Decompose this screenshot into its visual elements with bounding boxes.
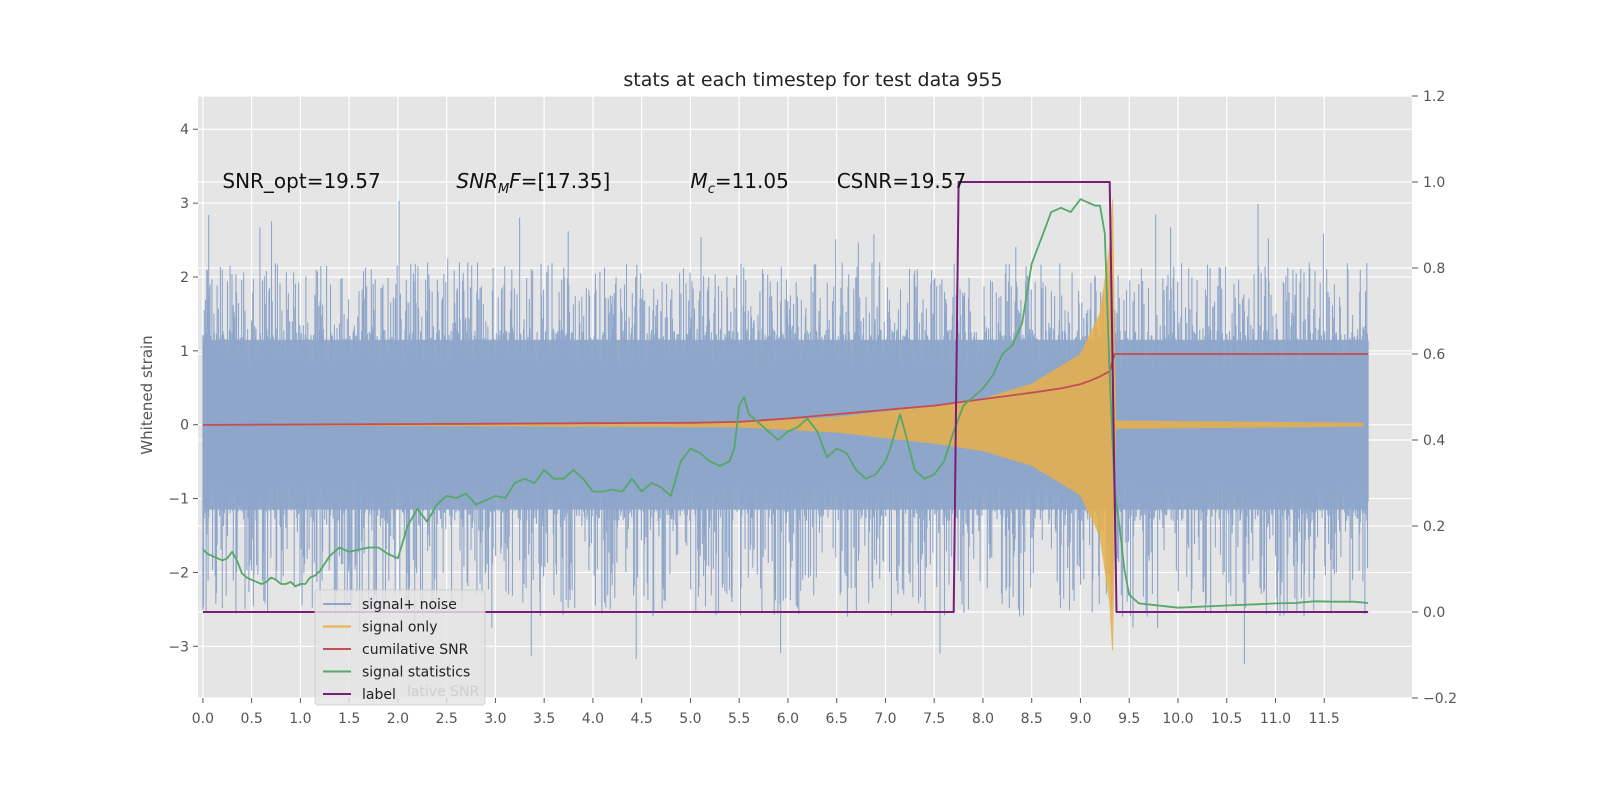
x-tick-label: 4.0 (582, 711, 604, 727)
x-tick-label: 9.5 (1118, 711, 1140, 727)
chart-title: stats at each timestep for test data 955 (623, 69, 1002, 91)
y2-tick-label: 0.6 (1423, 347, 1445, 363)
y-tick-label: 0 (180, 418, 189, 434)
x-tick-label: 9.0 (1069, 711, 1091, 727)
x-tick-label: 11.5 (1309, 711, 1340, 727)
y2-tick-label: 1.2 (1423, 89, 1445, 105)
x-tick-label: 8.0 (972, 711, 994, 727)
y-axis-label: Whitened strain (138, 335, 156, 454)
y-tick-label: 1 (180, 344, 189, 360)
x-tick-label: 0.5 (240, 711, 262, 727)
legend-label: signal+ noise (362, 597, 457, 613)
legend: lative SNR signal+ noise signal only cumila… (314, 589, 486, 706)
y2-tick-label: 0.8 (1423, 261, 1445, 277)
x-tick-label: 10.5 (1211, 711, 1242, 727)
y2-tick-label: 0.4 (1423, 433, 1445, 449)
x-tick-label: 7.0 (874, 711, 896, 727)
y2-tick-label: 0.2 (1423, 519, 1445, 535)
axes: 0.0 0.5 1.0 1.5 2.0 2.5 3.0 3.5 4.0 4.5 5.0 5.5 6.0 6… (168, 89, 1457, 727)
y-tick-label: 2 (180, 270, 189, 286)
annotation-0: SNR_opt=19.57 (222, 169, 380, 193)
x-tick-label: 0.0 (192, 711, 214, 727)
series-cumilative-snr (202, 353, 1369, 426)
x-tick-label: 8.5 (1021, 711, 1043, 727)
y-tick-label: −1 (168, 492, 189, 508)
x-tick-label: 6.5 (826, 711, 848, 727)
x-tick-label: 1.5 (338, 711, 360, 727)
legend-ghost-text: lative SNR (407, 684, 480, 700)
x-tick-label: 3.5 (533, 711, 555, 727)
y-tick-label: 4 (180, 122, 189, 138)
x-tick-label: 11.0 (1260, 711, 1291, 727)
plot-series (202, 181, 1369, 664)
annotation-1: SNRMF=[17.35] (456, 169, 610, 197)
x-tick-label: 2.5 (436, 711, 458, 727)
y-tick-label: 3 (180, 196, 189, 212)
legend-label: cumilative SNR (362, 642, 469, 658)
x-tick-label: 4.5 (631, 711, 653, 727)
annotation-2: Mc=11.05 (690, 169, 788, 197)
legend-label: signal only (362, 620, 437, 636)
legend-label: label (362, 687, 396, 703)
y2-tick-label: 0.0 (1423, 605, 1445, 621)
x-tick-label: 3.0 (484, 711, 506, 727)
legend-box (314, 589, 486, 706)
y-tick-label: −2 (168, 565, 189, 581)
series-label (202, 181, 1369, 613)
series-signal-statistics (202, 198, 1369, 609)
y2-tick-label: −0.2 (1423, 691, 1457, 707)
x-tick-label: 5.5 (728, 711, 750, 727)
x-tick-label: 2.0 (387, 711, 409, 727)
annotations: SNR_opt=19.57 SNRMF=[17.35] Mc=11.05 CSNR=1… (222, 169, 966, 197)
x-tick-label: 10.0 (1162, 711, 1193, 727)
legend-label: signal statistics (362, 665, 470, 681)
x-tick-label: 1.0 (289, 711, 311, 727)
y2-tick-label: 1.0 (1423, 175, 1445, 191)
annotation-3: CSNR=19.57 (837, 169, 967, 193)
x-tick-label: 6.0 (777, 711, 799, 727)
x-tick-label: 7.5 (923, 711, 945, 727)
x-tick-label: 5.0 (679, 711, 701, 727)
y-tick-label: −3 (168, 639, 189, 655)
